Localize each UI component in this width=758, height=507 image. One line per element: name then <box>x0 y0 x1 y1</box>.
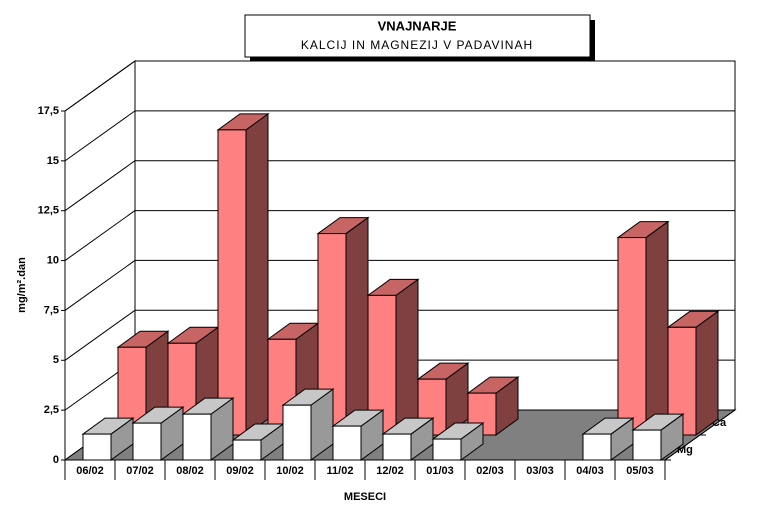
bar-front <box>182 413 212 461</box>
x-tick-label: 11/02 <box>327 465 354 477</box>
bar-front <box>632 429 662 461</box>
bar-front <box>132 422 162 461</box>
grid-line <box>64 260 136 311</box>
x-axis-label: MESECI <box>344 491 386 503</box>
bar <box>366 278 420 436</box>
bar-front <box>217 129 247 436</box>
y-tick-label: 10 <box>47 254 59 266</box>
title-box <box>244 14 591 58</box>
y-axis-label: mg/m².dan <box>16 257 28 313</box>
y-tick-label: 5 <box>53 354 59 366</box>
bar <box>466 376 520 436</box>
bar <box>81 417 135 461</box>
bar <box>581 417 635 461</box>
grid-line <box>64 160 136 212</box>
bar-front <box>82 433 112 461</box>
x-tick-label: 06/02 <box>76 465 104 477</box>
bar-side <box>695 310 719 436</box>
bar-side <box>645 220 669 436</box>
x-tick-label: 07/02 <box>126 465 154 477</box>
bar <box>231 423 285 461</box>
grid-line <box>64 60 136 112</box>
grid-line <box>64 110 136 162</box>
y-tick-label: 7,5 <box>44 304 59 316</box>
bar-side <box>395 278 419 436</box>
grid-line <box>64 309 136 361</box>
bar <box>631 413 685 461</box>
x-tick-label: 10/02 <box>276 465 304 477</box>
y-tick-label: 12,5 <box>38 205 59 217</box>
x-tick-label: 04/03 <box>576 465 604 477</box>
y-tick-label: 15 <box>47 155 59 167</box>
y-tick-label: 2,5 <box>44 404 59 416</box>
bar <box>381 417 435 461</box>
chart-subtitle: KALCIJ IN MAGNEZIJ V PADAVINAH <box>301 38 533 52</box>
series-label: Mg <box>677 444 693 456</box>
x-tick-label: 08/02 <box>176 465 204 477</box>
x-tick-label: 05/03 <box>626 465 654 477</box>
bar <box>181 397 235 461</box>
bar <box>216 112 270 436</box>
bar-side <box>245 112 269 436</box>
x-tick-label: 12/02 <box>376 465 404 477</box>
x-tick-label: 02/03 <box>476 465 504 477</box>
chart-title: VNAJNARJE <box>378 18 457 33</box>
bar-front <box>332 425 362 461</box>
bar <box>331 409 385 461</box>
bar-front <box>232 439 262 461</box>
bar-front <box>282 404 312 461</box>
x-tick-label: 01/03 <box>426 465 454 477</box>
depth-axis <box>664 409 736 461</box>
bar-front <box>382 433 412 461</box>
bar-side <box>345 216 369 436</box>
x-tick-label: 03/03 <box>526 465 554 477</box>
y-tick-label: 0 <box>53 454 59 466</box>
bar <box>431 422 485 461</box>
y-tick-label: 17,5 <box>38 105 59 117</box>
bar-front <box>432 438 462 461</box>
x-tick-label: 09/02 <box>226 465 254 477</box>
bar <box>616 220 670 436</box>
bar-front <box>582 433 612 461</box>
grid-line <box>64 210 136 261</box>
bar-front <box>617 237 647 436</box>
bar <box>281 388 335 461</box>
